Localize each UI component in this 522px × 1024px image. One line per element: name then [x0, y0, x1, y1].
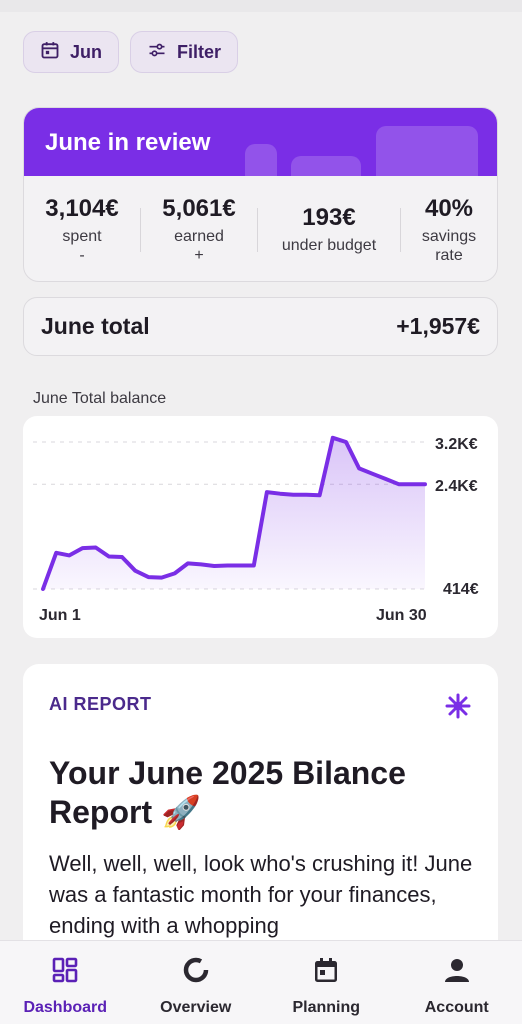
month-total-card[interactable]: June total +1,957€ [23, 297, 498, 356]
filter-chip-label: Filter [177, 41, 222, 62]
filter-bar: Jun Filter [23, 31, 239, 73]
data-point [94, 546, 98, 550]
data-point [133, 569, 137, 573]
data-point [107, 554, 111, 558]
month-chip-label: Jun [70, 41, 103, 62]
sliders-icon [147, 40, 167, 65]
nav-label: Account [424, 999, 489, 1016]
data-point [304, 493, 308, 497]
status-strip [0, 0, 522, 12]
stat-label: spent [62, 227, 102, 245]
ai-report-tag: AI REPORT [49, 694, 152, 714]
filter-chip[interactable]: Filter [130, 31, 239, 73]
month-chip[interactable]: Jun [23, 31, 120, 73]
data-point [160, 576, 164, 580]
stat-label: under budget [281, 237, 377, 254]
nav-overview[interactable]: Overview [141, 941, 251, 1017]
nav-dashboard[interactable]: Dashboard [10, 941, 120, 1017]
data-point [278, 492, 282, 496]
data-point [41, 587, 45, 591]
data-point [146, 575, 150, 579]
total-label: June total [41, 313, 150, 339]
data-point [252, 563, 256, 567]
review-header: June in review [24, 108, 497, 176]
stat-value: 40% [424, 194, 474, 222]
data-point [318, 493, 322, 497]
stat-sub: rate [435, 246, 463, 264]
nav-planning[interactable]: Planning [271, 941, 381, 1017]
data-point [344, 440, 348, 444]
nav-account[interactable]: Account [402, 941, 512, 1017]
data-point [410, 482, 414, 486]
calendar-icon [40, 40, 60, 65]
ai-report-title: Your June 2025 Bilance Report 🚀 [49, 755, 406, 830]
data-point [54, 551, 58, 555]
balance-chart-title: June Total balance [33, 390, 167, 407]
nav-label: Dashboard [23, 999, 108, 1016]
stat-value: 5,061€ [162, 194, 236, 222]
divider [140, 207, 141, 252]
y-tick-label: 2.4K€ [435, 478, 478, 495]
divider [400, 207, 401, 252]
data-point [291, 493, 295, 497]
stat-under-budget: 193€ under budget [258, 204, 400, 255]
ai-report-card[interactable]: AI REPORT Your June 2025 Bilance Report … [23, 664, 498, 964]
data-point [81, 546, 85, 550]
stat-sub: + [194, 246, 204, 264]
data-point [423, 482, 427, 486]
data-point [239, 563, 243, 567]
balance-area [43, 437, 425, 589]
data-point [265, 490, 269, 494]
balance-line [41, 435, 427, 591]
x-tick-label: Jun 1 [39, 607, 81, 624]
y-tick-label: 414€ [443, 581, 479, 598]
stat-label: earned [174, 227, 224, 245]
data-point [225, 563, 229, 567]
person-icon [442, 955, 472, 990]
stat-savings-rate: 40% savings rate [401, 195, 497, 265]
decor-bar [376, 126, 478, 176]
stat-sub: - [79, 246, 85, 264]
y-tick-label: 3.2K€ [435, 436, 478, 453]
data-point [383, 477, 387, 481]
data-point [173, 571, 177, 575]
bottom-nav: Dashboard Overview Planning Account [0, 940, 522, 1024]
decor-bar [245, 144, 277, 176]
stat-value: 3,104€ [45, 194, 119, 222]
donut-icon [181, 955, 211, 990]
month-review-card: June in review 3,104€ spent - 5,061€ ear… [23, 107, 498, 282]
ai-report-body: Well, well, well, look who's crushing it… [49, 851, 473, 938]
data-point [370, 472, 374, 476]
data-point [199, 562, 203, 566]
stat-spent: 3,104€ spent - [24, 195, 140, 265]
sparkle-icon[interactable] [444, 692, 472, 720]
balance-chart: 3.2K€ 2.4K€ 414€ Jun 1 Jun 30 [33, 435, 479, 624]
x-tick-label: Jun 30 [376, 607, 427, 624]
nav-label: Planning [292, 999, 361, 1016]
divider [257, 207, 258, 252]
data-point [212, 564, 216, 568]
data-point [397, 482, 401, 486]
stat-earned: 5,061€ earned + [141, 195, 257, 265]
data-point [67, 553, 71, 557]
data-point [357, 466, 361, 470]
dashboard-icon [50, 955, 80, 990]
review-stats: 3,104€ spent - 5,061€ earned + 193€ unde… [24, 176, 497, 281]
stat-value: 193€ [302, 204, 356, 231]
decor-bar [291, 156, 361, 176]
data-point [186, 561, 190, 565]
nav-label: Overview [160, 999, 232, 1016]
total-value: +1,957€ [396, 313, 480, 339]
balance-chart-card[interactable]: 3.2K€ 2.4K€ 414€ Jun 1 Jun 30 [23, 416, 498, 638]
data-point [120, 555, 124, 559]
data-point [331, 436, 335, 440]
review-title: June in review [45, 129, 211, 156]
stat-label: savings [421, 227, 477, 245]
calendar-icon [311, 955, 341, 990]
